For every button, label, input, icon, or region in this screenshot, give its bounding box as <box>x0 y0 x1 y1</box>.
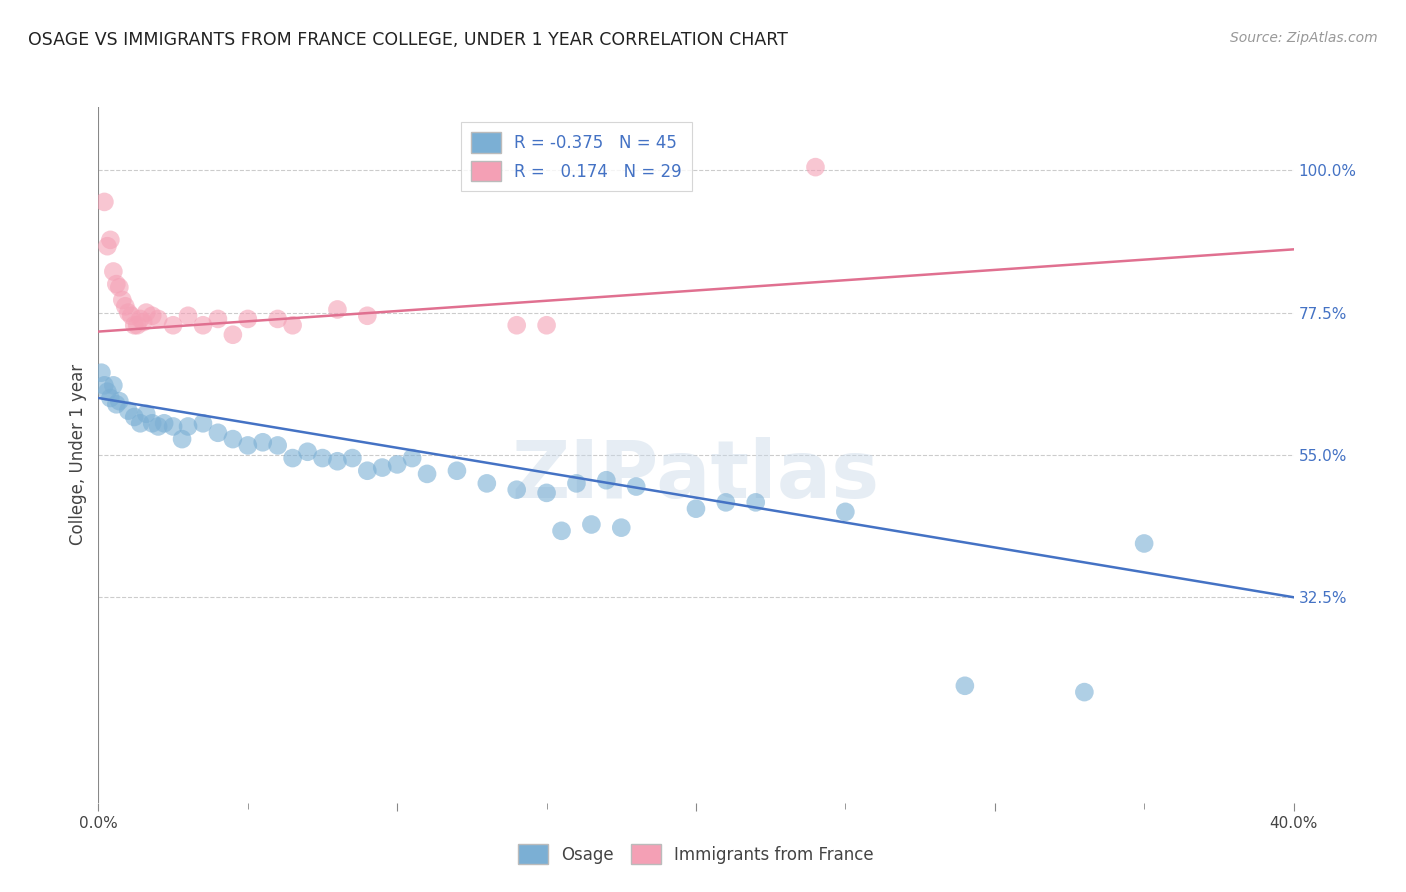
Point <box>177 309 200 323</box>
Point <box>1073 685 1095 699</box>
Point <box>342 451 364 466</box>
Point <box>100 233 122 247</box>
Point <box>129 417 152 431</box>
Point <box>401 451 423 466</box>
Point <box>475 476 498 491</box>
Point <box>1133 536 1156 550</box>
Point <box>135 407 157 421</box>
Point <box>236 438 259 452</box>
Point <box>267 438 290 452</box>
Point <box>610 521 633 535</box>
Point <box>124 409 146 424</box>
Point <box>191 318 214 333</box>
Point <box>222 327 245 342</box>
Point <box>93 378 115 392</box>
Point <box>626 479 648 493</box>
Point <box>281 318 304 333</box>
Point <box>207 312 229 326</box>
Point <box>581 517 603 532</box>
Point <box>446 464 468 478</box>
Point <box>111 293 134 307</box>
Point <box>117 403 139 417</box>
Point <box>141 417 163 431</box>
Point <box>105 277 128 292</box>
Point <box>326 454 349 468</box>
Point <box>127 318 149 333</box>
Point <box>103 264 125 278</box>
Legend: Osage, Immigrants from France: Osage, Immigrants from France <box>512 838 880 871</box>
Point <box>93 194 115 209</box>
Point <box>281 451 304 466</box>
Point <box>108 394 131 409</box>
Point <box>124 318 146 333</box>
Point <box>595 473 617 487</box>
Point <box>96 384 118 399</box>
Point <box>222 432 245 446</box>
Point <box>129 312 152 326</box>
Point <box>745 495 768 509</box>
Point <box>177 419 200 434</box>
Point <box>311 451 333 466</box>
Point <box>416 467 439 481</box>
Point <box>506 318 529 333</box>
Point <box>685 501 707 516</box>
Point <box>536 318 558 333</box>
Point <box>103 378 125 392</box>
Point <box>132 315 155 329</box>
Text: Source: ZipAtlas.com: Source: ZipAtlas.com <box>1230 31 1378 45</box>
Point <box>162 318 184 333</box>
Point <box>236 312 259 326</box>
Point <box>252 435 274 450</box>
Point <box>105 397 128 411</box>
Point <box>356 309 378 323</box>
Point <box>371 460 394 475</box>
Point <box>565 476 588 491</box>
Point <box>96 239 118 253</box>
Text: ZIPatlas: ZIPatlas <box>512 437 880 515</box>
Point <box>207 425 229 440</box>
Point <box>550 524 572 538</box>
Point <box>135 305 157 319</box>
Point <box>148 312 170 326</box>
Point <box>117 305 139 319</box>
Point <box>804 160 827 174</box>
Point <box>114 299 136 313</box>
Point <box>356 464 378 478</box>
Point <box>191 417 214 431</box>
Point <box>834 505 856 519</box>
Point <box>141 309 163 323</box>
Point <box>714 495 737 509</box>
Y-axis label: College, Under 1 year: College, Under 1 year <box>69 364 87 546</box>
Point <box>172 432 194 446</box>
Point <box>90 366 112 380</box>
Point <box>162 419 184 434</box>
Point <box>120 309 142 323</box>
Point <box>153 417 176 431</box>
Point <box>100 391 122 405</box>
Text: OSAGE VS IMMIGRANTS FROM FRANCE COLLEGE, UNDER 1 YEAR CORRELATION CHART: OSAGE VS IMMIGRANTS FROM FRANCE COLLEGE,… <box>28 31 787 49</box>
Point <box>385 458 409 472</box>
Point <box>506 483 529 497</box>
Point <box>536 486 558 500</box>
Point <box>148 419 170 434</box>
Point <box>326 302 349 317</box>
Point <box>297 444 319 458</box>
Point <box>108 280 131 294</box>
Point <box>953 679 976 693</box>
Point <box>267 312 290 326</box>
